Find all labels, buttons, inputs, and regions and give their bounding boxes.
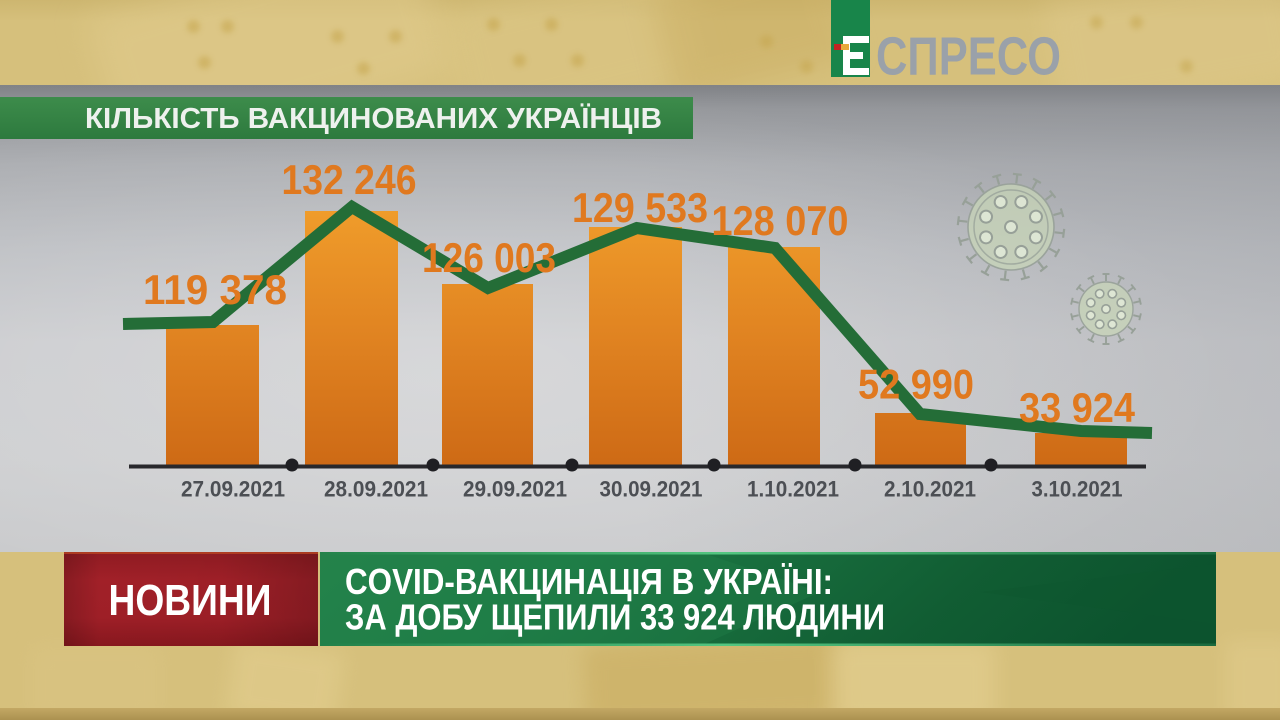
svg-text:COVID-ВАКЦИНАЦІЯ В УКРАЇНІ:: COVID-ВАКЦИНАЦІЯ В УКРАЇНІ:: [345, 561, 833, 602]
svg-text:52 990: 52 990: [858, 361, 974, 408]
svg-text:2.10.2021: 2.10.2021: [884, 477, 976, 502]
svg-text:126 003: 126 003: [422, 234, 556, 281]
svg-text:1.10.2021: 1.10.2021: [747, 477, 839, 502]
svg-text:СПРЕСО: СПРЕСО: [876, 28, 1061, 85]
svg-text:33 924: 33 924: [1019, 384, 1136, 431]
svg-text:ЗА ДОБУ ЩЕПИЛИ 33 924 ЛЮДИНИ: ЗА ДОБУ ЩЕПИЛИ 33 924 ЛЮДИНИ: [345, 596, 885, 637]
svg-text:119 378: 119 378: [143, 266, 287, 313]
svg-text:30.09.2021: 30.09.2021: [600, 477, 703, 502]
svg-text:НОВИНИ: НОВИНИ: [109, 576, 272, 625]
svg-text:132 246: 132 246: [282, 156, 417, 203]
svg-text:29.09.2021: 29.09.2021: [463, 477, 567, 502]
svg-text:КІЛЬКІСТЬ ВАКЦИНОВАНИХ УКРАЇНЦ: КІЛЬКІСТЬ ВАКЦИНОВАНИХ УКРАЇНЦІВ: [85, 102, 662, 135]
svg-text:3.10.2021: 3.10.2021: [1032, 477, 1123, 502]
svg-text:129 533: 129 533: [572, 184, 708, 231]
svg-text:128 070: 128 070: [712, 197, 849, 244]
svg-text:27.09.2021: 27.09.2021: [181, 477, 285, 502]
svg-text:28.09.2021: 28.09.2021: [324, 477, 428, 502]
